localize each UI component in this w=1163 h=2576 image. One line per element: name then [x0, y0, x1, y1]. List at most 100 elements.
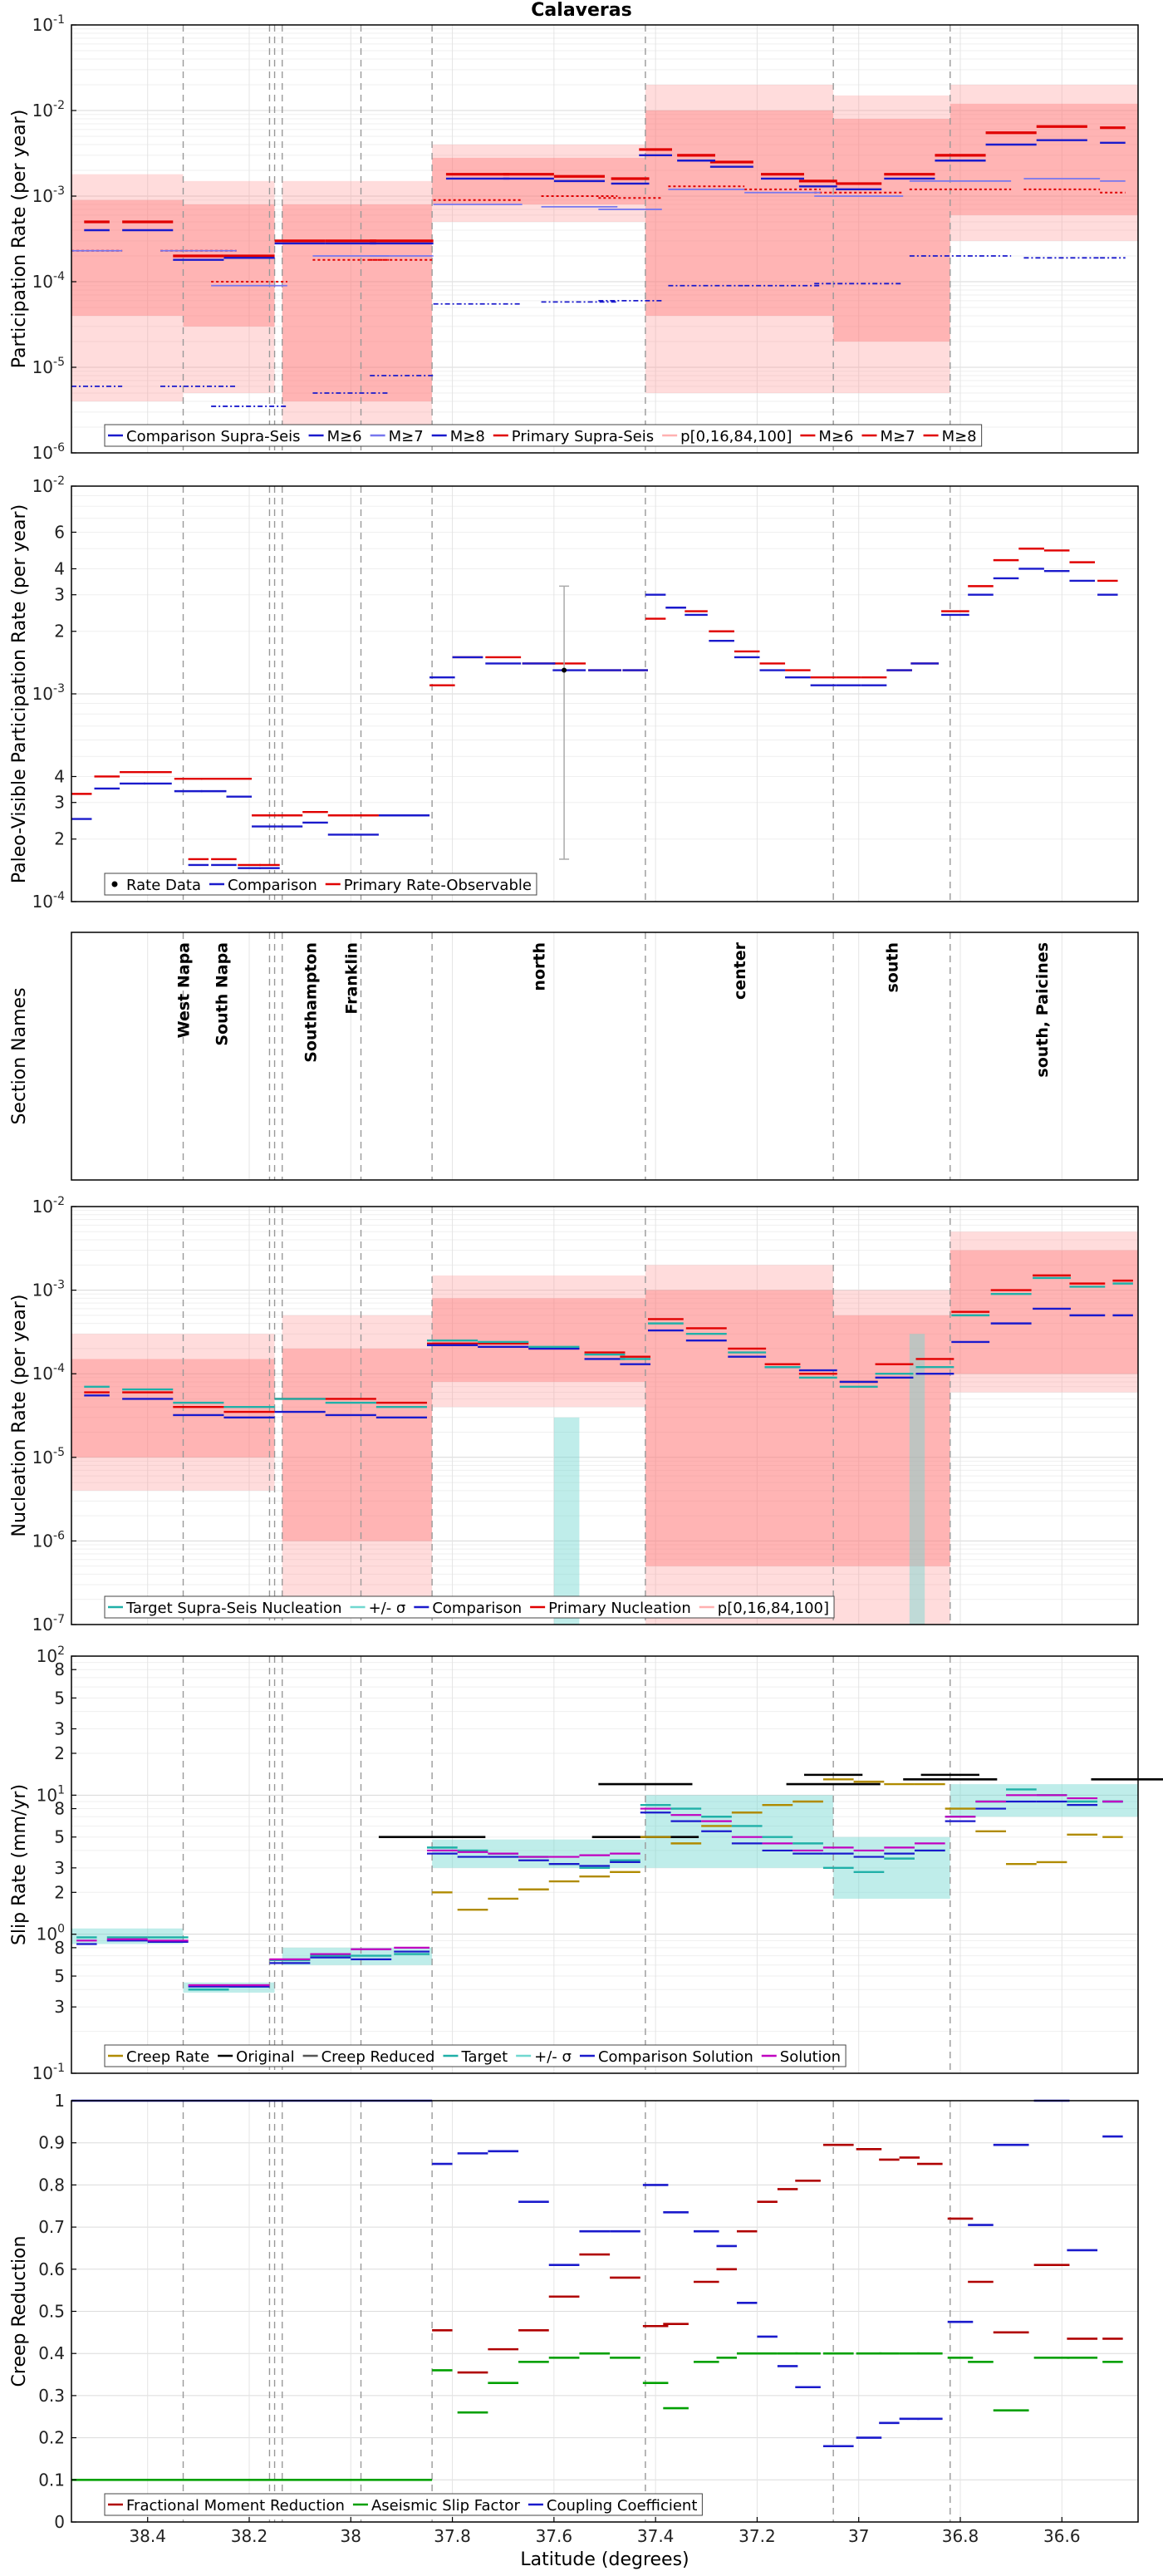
y-tick-label: 10-3 — [32, 682, 65, 704]
legend-label: M≥6 — [327, 428, 362, 445]
y-tick-label: 0.1 — [38, 2470, 65, 2490]
y-tick-label: 10-3 — [32, 184, 65, 206]
y-tick-label: 10-1 — [32, 13, 65, 35]
y-tick-label: 10-6 — [32, 1529, 66, 1551]
legend-label: Solution — [780, 2048, 841, 2066]
x-tick-label: 37 — [848, 2526, 869, 2546]
y-tick-label: 5 — [54, 1827, 65, 1847]
y-tick-label: 3 — [54, 1997, 65, 2017]
legend-label: M≥8 — [450, 428, 485, 445]
y-tick-label: 0.8 — [38, 2175, 65, 2195]
chart-title: Calaveras — [531, 0, 632, 21]
legend-label: p[0,16,84,100] — [718, 1600, 829, 1617]
plot-area — [71, 932, 1138, 1180]
rate-data-point — [562, 667, 567, 673]
y-tick-label: 10-2 — [32, 1195, 65, 1217]
section-name: north — [531, 942, 549, 991]
section-name: South Napa — [213, 942, 231, 1046]
legend-label: M≥7 — [880, 428, 915, 445]
band-outer — [71, 174, 184, 401]
band-inner — [282, 1348, 433, 1541]
band-inner — [183, 1359, 275, 1458]
y-tick-label: 1 — [54, 2091, 65, 2111]
y-tick-label: 10-6 — [32, 441, 66, 463]
section-name: Southampton — [302, 942, 320, 1063]
legend-label: +/- σ — [369, 1600, 406, 1617]
legend-label: p[0,16,84,100] — [680, 428, 792, 445]
y-tick-label: 10-2 — [32, 99, 65, 120]
y-tick-label: 10-7 — [32, 1613, 65, 1635]
section-name: Franklin — [342, 942, 361, 1015]
legend: Comparison Supra-Seis M≥6 M≥7 M≥8 Primary Su… — [104, 424, 983, 447]
y-tick-label: 2 — [54, 1882, 65, 1902]
legend-label: Rate Data — [126, 877, 201, 894]
band-outer — [282, 180, 433, 427]
legend-label: Original — [236, 2048, 294, 2066]
legend-label: Creep Rate — [126, 2048, 209, 2066]
y-tick-label: 0 — [54, 2512, 65, 2532]
y-tick-label: 0.2 — [38, 2428, 65, 2448]
x-tick-label: 38.4 — [129, 2526, 166, 2546]
x-tick-label: 37.8 — [434, 2526, 471, 2546]
legend-label: Coupling Coefficient — [547, 2497, 697, 2515]
legend-box — [104, 873, 537, 896]
sigma-band — [553, 1417, 580, 1625]
panel-nucleation: 10-7 10-6 10-5 10-4 10-3 10-2 Nucleation Rate … — [9, 1195, 1139, 1635]
y-tick-label: 5 — [54, 1966, 65, 1986]
plot-frame — [71, 24, 1139, 454]
plot-frame — [71, 1206, 1139, 1625]
y-axis-label: Participation Rate (per year) — [9, 110, 30, 369]
y-tick-label: 5 — [54, 1688, 65, 1708]
band-inner — [645, 111, 834, 316]
band-inner — [71, 199, 184, 316]
band-outer — [71, 1334, 184, 1491]
y-axis-label: Nucleation Rate (per year) — [9, 1295, 30, 1537]
y-tick-label: 0.4 — [38, 2343, 65, 2363]
y-tick-label: 2 — [54, 1743, 65, 1763]
legend-box — [104, 2493, 703, 2516]
x-tick-label: 38 — [341, 2526, 361, 2546]
sigma-band — [909, 1334, 925, 1625]
plot-frame — [71, 932, 1139, 1181]
legend-marker — [111, 881, 118, 887]
legend-label: Comparison — [432, 1600, 522, 1617]
legend-label: M≥6 — [818, 428, 853, 445]
legend-label: Comparison Solution — [598, 2048, 753, 2066]
legend-label: Primary Supra-Seis — [512, 428, 654, 445]
x-tick-label: 36.8 — [942, 2526, 979, 2546]
legend-label: Target — [460, 2048, 508, 2066]
band-inner — [645, 1290, 834, 1566]
y-tick-label: 10-2 — [32, 474, 65, 496]
y-tick-label: 3 — [54, 793, 65, 813]
y-tick-label: 3 — [54, 1858, 65, 1878]
y-axis-label: Paleo-Visible Participation Rate (per ye… — [9, 504, 30, 883]
band-outer — [282, 1315, 433, 1600]
x-tick-label: 37.4 — [637, 2526, 675, 2546]
y-tick-label: 10-5 — [32, 356, 65, 377]
sigma-band — [950, 1784, 1138, 1817]
band-inner — [833, 1315, 950, 1566]
y-tick-label: 0.7 — [38, 2217, 65, 2237]
band-inner — [183, 204, 275, 327]
section-name: south, Paicines — [1033, 942, 1052, 1078]
legend-label: Comparison — [228, 877, 317, 894]
legend-label: Target Supra-Seis Nucleation — [125, 1600, 342, 1617]
band-outer — [183, 180, 275, 394]
x-axis-label: Latitude (degrees) — [520, 2549, 689, 2570]
y-tick-label: 2 — [54, 829, 65, 849]
y-tick-label: 0.3 — [38, 2386, 65, 2406]
y-axis-label: Creep Reduction — [9, 2236, 30, 2387]
y-tick-label: 2 — [54, 622, 65, 642]
plot-frame — [71, 1655, 1139, 2074]
y-tick-label: 0.9 — [38, 2133, 65, 2153]
band-outer — [645, 84, 834, 394]
legend: Creep Rate Original Creep Reduced Target +/-… — [104, 2044, 846, 2067]
y-tick-label: 10-4 — [32, 270, 66, 292]
y-tick-label: 4 — [54, 766, 65, 786]
legend-label: M≥8 — [942, 428, 977, 445]
band-inner — [833, 118, 950, 342]
y-tick-label: 3 — [54, 585, 65, 605]
